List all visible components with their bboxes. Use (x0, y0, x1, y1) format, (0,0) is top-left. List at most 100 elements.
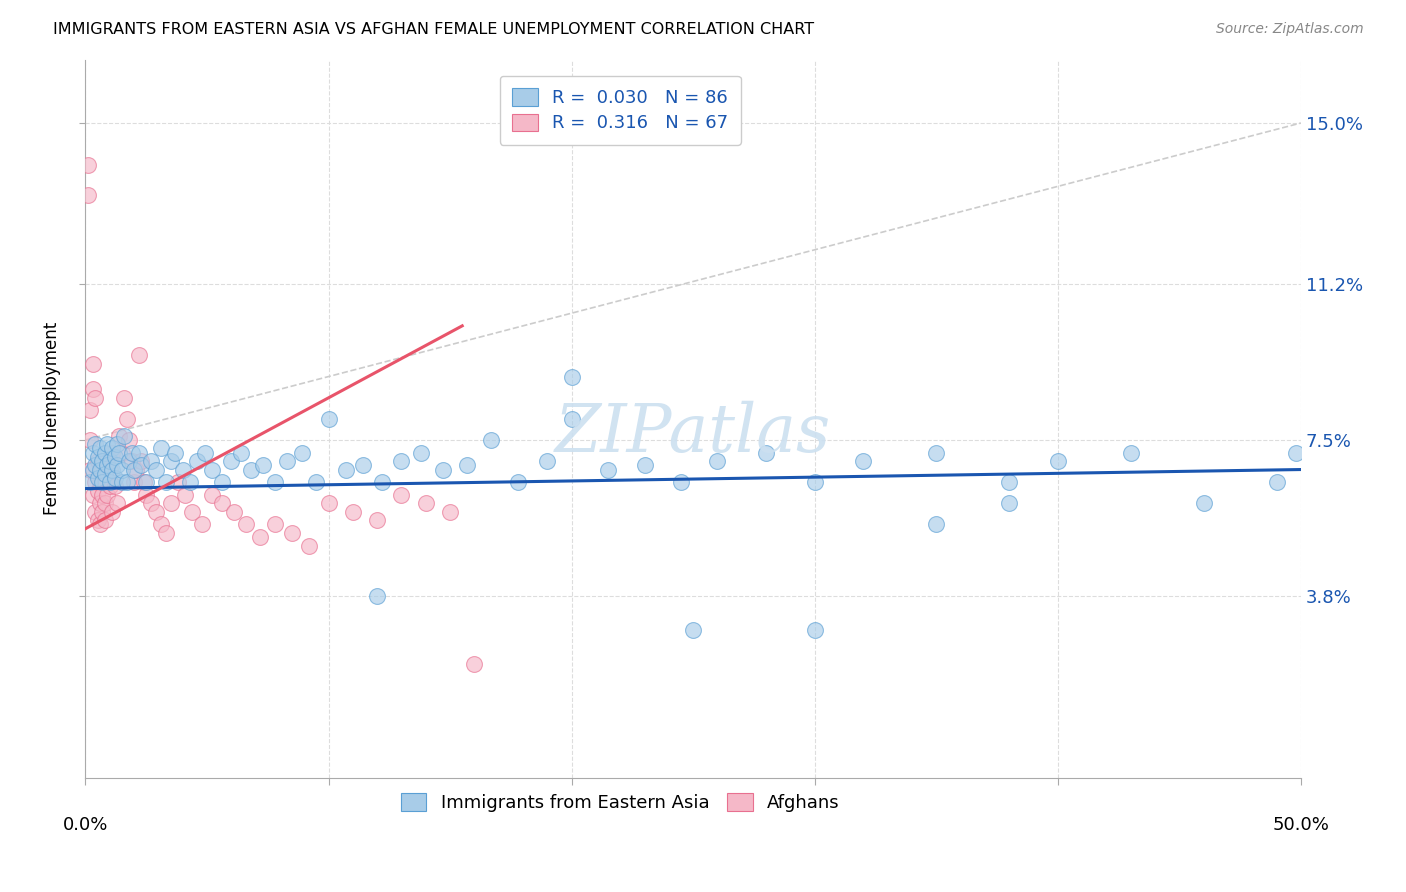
Point (89, 462, 111, 476)
Point (463, 657, 485, 671)
Point (91, 505, 114, 519)
Point (561, 412, 583, 426)
Point (371, 475, 394, 490)
Point (101, 442, 124, 456)
Text: ZIPatlas: ZIPatlas (555, 401, 831, 466)
Point (111, 445, 134, 459)
Point (98, 475, 121, 490)
Text: 0.0%: 0.0% (63, 816, 108, 834)
Point (135, 488, 157, 502)
Point (101, 445, 124, 459)
Point (229, 445, 252, 459)
Point (318, 412, 340, 426)
Point (91, 488, 114, 502)
Point (82, 357, 104, 371)
Point (139, 496, 162, 510)
Point (291, 445, 314, 459)
Text: IMMIGRANTS FROM EASTERN ASIA VS AFGHAN FEMALE UNEMPLOYMENT CORRELATION CHART: IMMIGRANTS FROM EASTERN ASIA VS AFGHAN F… (53, 22, 814, 37)
Point (104, 450, 127, 464)
Point (86, 471, 108, 485)
Point (1119, 445, 1142, 459)
Point (755, 445, 778, 459)
Point (536, 454, 558, 468)
Point (82, 445, 104, 459)
Point (89, 517, 111, 532)
Point (96, 488, 118, 502)
Point (94, 475, 117, 490)
Point (82, 462, 104, 476)
Point (145, 462, 167, 476)
Point (132, 475, 155, 490)
Point (335, 462, 357, 476)
Point (79, 462, 101, 476)
Point (415, 496, 437, 510)
Point (84, 458, 107, 473)
Point (998, 496, 1021, 510)
Point (211, 475, 233, 490)
Point (174, 488, 197, 502)
Point (111, 475, 134, 490)
Point (439, 505, 461, 519)
Point (122, 475, 145, 490)
Point (239, 462, 262, 476)
Point (252, 458, 274, 473)
Point (803, 475, 825, 490)
Point (925, 517, 948, 532)
Point (79, 433, 101, 447)
Point (135, 475, 157, 490)
Point (86, 513, 108, 527)
Point (391, 454, 413, 468)
Point (276, 454, 298, 468)
Point (96, 454, 118, 468)
Point (201, 462, 224, 476)
Point (98, 462, 121, 476)
Point (115, 412, 138, 426)
Point (298, 539, 321, 553)
Point (561, 369, 583, 384)
Point (803, 623, 825, 637)
Point (98, 454, 121, 468)
Point (235, 517, 257, 532)
Y-axis label: Female Unemployment: Female Unemployment (44, 322, 60, 516)
Point (669, 475, 692, 490)
Point (432, 462, 454, 476)
Point (706, 454, 728, 468)
Point (89, 442, 111, 456)
Point (86, 454, 108, 468)
Point (84, 391, 107, 405)
Point (201, 488, 224, 502)
Point (91, 462, 114, 476)
Point (682, 623, 704, 637)
Point (264, 475, 287, 490)
Point (89, 496, 111, 510)
Point (366, 590, 388, 604)
Point (456, 458, 478, 473)
Point (101, 505, 124, 519)
Point (84, 505, 107, 519)
Point (1285, 445, 1308, 459)
Point (131, 458, 153, 473)
Point (186, 454, 208, 468)
Point (131, 454, 153, 468)
Point (128, 445, 150, 459)
Point (94, 467, 117, 481)
Point (121, 445, 143, 459)
Point (998, 475, 1021, 490)
Text: Source: ZipAtlas.com: Source: ZipAtlas.com (1216, 22, 1364, 37)
Point (115, 475, 138, 490)
Point (508, 475, 530, 490)
Point (82, 488, 104, 502)
Text: 50.0%: 50.0% (1272, 816, 1329, 834)
Point (191, 517, 214, 532)
Point (852, 454, 875, 468)
Point (104, 479, 127, 493)
Point (111, 462, 134, 476)
Point (79, 403, 101, 417)
Point (122, 462, 145, 476)
Point (86, 483, 108, 498)
Point (112, 428, 135, 442)
Point (105, 458, 128, 473)
Point (352, 458, 374, 473)
Point (149, 517, 172, 532)
Point (211, 496, 233, 510)
